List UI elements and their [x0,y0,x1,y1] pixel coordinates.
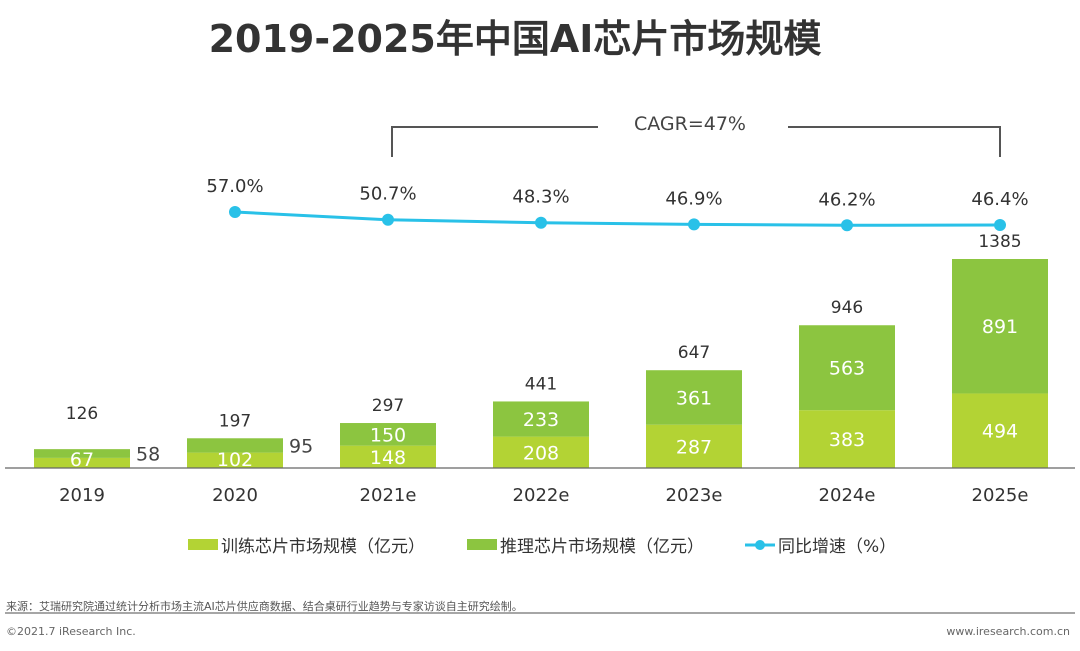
growth-point [535,216,547,229]
bar-inference [187,438,283,453]
bar-inference [493,401,589,437]
x-tick-label: 2021e [360,485,417,506]
label-training: 208 [523,442,559,464]
legend-label: 训练芯片市场规模（亿元） [221,537,425,557]
label-training: 67 [70,449,94,471]
bar-training [799,410,895,468]
growth-label: 50.7% [359,184,416,205]
label-total: 197 [219,411,251,431]
label-inference: 58 [136,444,160,466]
label-training: 148 [370,447,406,469]
growth-point [382,213,394,226]
label-inference: 95 [289,435,313,457]
label-inference: 361 [676,387,712,409]
growth-label: 46.4% [971,189,1028,210]
legend-label: 同比增速（%） [778,537,896,557]
label-total: 1385 [978,232,1021,252]
bar-inference [952,259,1048,394]
chart-title: 2019-2025年中国AI芯片市场规模 [209,17,822,61]
label-inference: 891 [982,316,1018,338]
growth-point [841,219,853,232]
legend: 训练芯片市场规模（亿元） 推理芯片市场规模（亿元） 同比增速（%） [188,537,896,557]
label-training: 102 [217,449,253,471]
growth-label: 48.3% [512,187,569,208]
x-tick-label: 2024e [819,485,876,506]
label-inference: 233 [523,409,559,431]
bar-training [340,445,436,468]
x-tick-label: 2023e [666,485,723,506]
growth-label: 46.9% [665,188,722,209]
growth-line [234,210,1001,227]
label-total: 126 [66,404,98,424]
legend-swatch [188,539,218,550]
bar-training [493,436,589,468]
label-total: 946 [831,298,863,318]
x-tick-label: 2022e [513,485,570,506]
growth-label: 57.0% [206,176,263,197]
bar-inference [799,325,895,411]
cagr-label: CAGR=47% [634,113,746,135]
bar-training [646,424,742,468]
label-inference: 563 [829,358,865,380]
x-tick-label: 2025e [972,485,1029,506]
label-total: 647 [678,343,710,363]
legend-label: 推理芯片市场规模（亿元） [500,537,704,557]
cagr-bracket: CAGR=47% [391,113,1001,157]
copyright: ©2021.7 iResearch Inc. [6,625,136,638]
growth-point [229,206,241,218]
bar-inference [34,449,130,458]
growth-point [994,219,1006,232]
x-tick-label: 2020 [212,485,258,506]
bar-inference [340,423,436,446]
legend-swatch [467,539,497,550]
label-training: 287 [676,436,712,458]
website: www.iresearch.com.cn [946,625,1070,638]
bar-training [952,393,1048,468]
growth-point [688,218,700,231]
bar-inference [646,370,742,425]
label-total: 297 [372,396,404,416]
bar-training [187,452,283,468]
label-training: 494 [982,421,1018,443]
label-inference: 150 [370,424,406,446]
x-tick-label: 2019 [59,485,105,506]
growth-label: 46.2% [818,189,875,210]
label-training: 383 [829,429,865,451]
legend-marker [755,540,765,550]
bar-training [34,457,130,468]
source-note: 来源：艾瑞研究院通过统计分析市场主流AI芯片供应商数据、结合桌研行业趋势与专家访… [6,599,523,613]
label-total: 441 [525,374,557,394]
